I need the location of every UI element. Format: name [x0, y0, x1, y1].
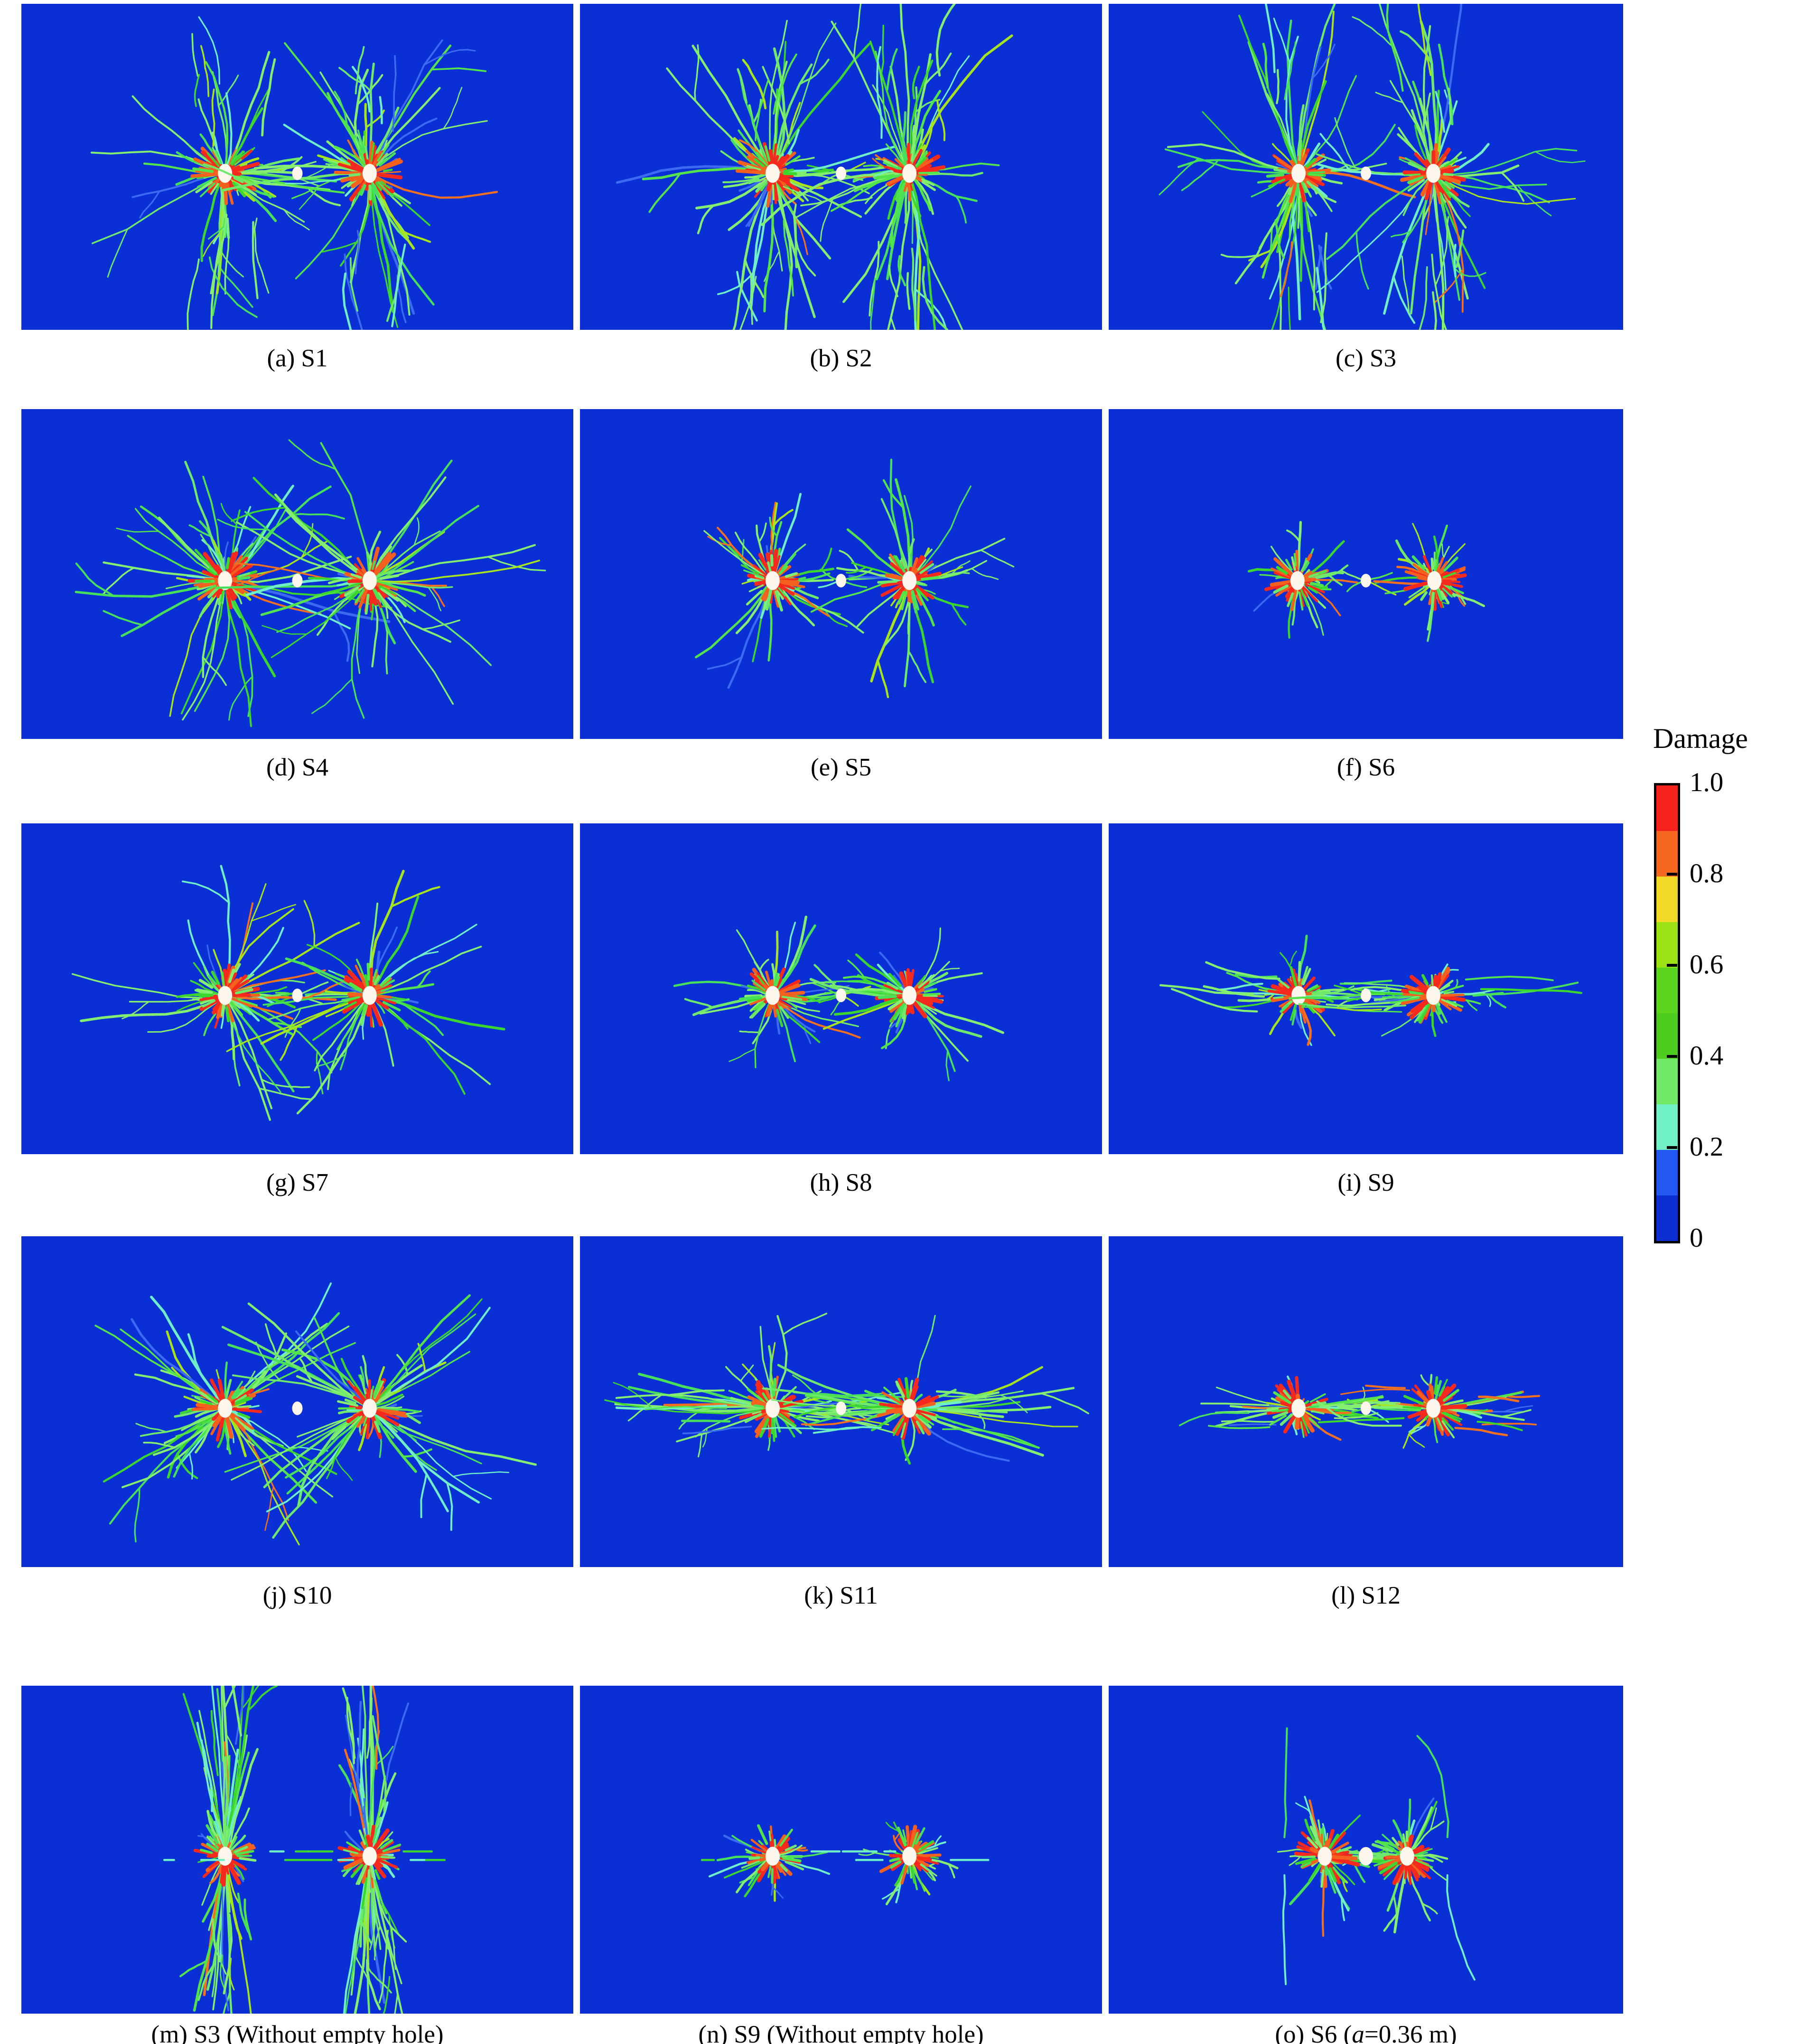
- colorbar-tick-mark: [1667, 1146, 1677, 1149]
- colorbar-tick-mark: [1667, 873, 1677, 876]
- colorbar-segment: [1656, 831, 1678, 877]
- damage-map: [21, 4, 573, 330]
- panel-caption: (e) S5: [580, 753, 1102, 782]
- colorbar-title: Damage: [1653, 723, 1748, 754]
- colorbar-tick-label: 1.0: [1690, 767, 1724, 798]
- panel-caption: (f) S6: [1109, 753, 1623, 782]
- caption-text: (c) S3: [1335, 345, 1397, 372]
- caption-text: (h) S8: [810, 1169, 872, 1196]
- panel-caption: (c) S3: [1109, 344, 1623, 373]
- damage-panel-s2: (b) S2: [580, 4, 1102, 373]
- colorbar-segment: [1656, 1195, 1678, 1241]
- panel-caption: (g) S7: [21, 1168, 573, 1197]
- caption-text: (j) S10: [262, 1582, 332, 1609]
- caption-text: =0.36 m): [1364, 2021, 1457, 2044]
- damage-panel-s9-no-empty-hole: (n) S9 (Without empty hole): [580, 1686, 1102, 2044]
- colorbar-segment: [1656, 1013, 1678, 1059]
- damage-panel-s5: (e) S5: [580, 409, 1102, 782]
- colorbar-tick-label: 0.8: [1690, 859, 1724, 889]
- colorbar-tick-label: 0.4: [1690, 1041, 1724, 1071]
- panel-caption: (i) S9: [1109, 1168, 1623, 1197]
- colorbar-segment: [1656, 1059, 1678, 1104]
- caption-text: (e) S5: [810, 754, 872, 781]
- colorbar: [1654, 783, 1680, 1243]
- panel-caption: (k) S11: [580, 1581, 1102, 1610]
- colorbar-tick-label: 0: [1690, 1223, 1703, 1253]
- damage-map: [580, 1236, 1102, 1567]
- panel-caption: (n) S9 (Without empty hole): [580, 2020, 1102, 2044]
- damage-map: [1109, 1686, 1623, 2014]
- damage-panel-s11: (k) S11: [580, 1236, 1102, 1610]
- panel-caption: (m) S3 (Without empty hole): [21, 2020, 573, 2044]
- damage-panel-s8: (h) S8: [580, 823, 1102, 1197]
- caption-text: (d) S4: [266, 754, 329, 781]
- colorbar-segment: [1656, 968, 1678, 1013]
- panel-caption: (b) S2: [580, 344, 1102, 373]
- damage-map: [21, 823, 573, 1154]
- panel-caption: (h) S8: [580, 1168, 1102, 1197]
- damage-panel-s10: (j) S10: [21, 1236, 573, 1610]
- damage-map: [21, 1686, 573, 2014]
- caption-text: (l) S12: [1331, 1582, 1401, 1609]
- caption-variable: a: [1352, 2021, 1364, 2044]
- caption-text: (n) S9 (Without empty hole): [698, 2021, 984, 2044]
- damage-map: [21, 1236, 573, 1567]
- colorbar-tick-mark: [1667, 1055, 1677, 1058]
- damage-panel-s3: (c) S3: [1109, 4, 1623, 373]
- panel-caption: (d) S4: [21, 753, 573, 782]
- damage-map: [1109, 823, 1623, 1154]
- damage-map: [1109, 4, 1623, 330]
- caption-text: (m) S3 (Without empty hole): [151, 2021, 444, 2044]
- damage-map: [580, 409, 1102, 739]
- damage-map: [1109, 409, 1623, 739]
- damage-panel-s12: (l) S12: [1109, 1236, 1623, 1610]
- caption-text: (o) S6 (: [1275, 2021, 1352, 2044]
- damage-panel-s4: (d) S4: [21, 409, 573, 782]
- damage-map: [580, 823, 1102, 1154]
- colorbar-segment: [1656, 1150, 1678, 1195]
- panel-caption: (l) S12: [1109, 1581, 1623, 1610]
- caption-text: (f) S6: [1336, 754, 1395, 781]
- damage-map: [21, 409, 573, 739]
- panel-caption: (j) S10: [21, 1581, 573, 1610]
- caption-text: (b) S2: [810, 345, 872, 372]
- damage-panel-s6: (f) S6: [1109, 409, 1623, 782]
- caption-text: (g) S7: [266, 1169, 329, 1196]
- damage-panel-s1: (a) S1: [21, 4, 573, 373]
- colorbar-segment: [1656, 1104, 1678, 1150]
- colorbar-segment: [1656, 922, 1678, 968]
- damage-map: [580, 1686, 1102, 2014]
- panel-caption: (a) S1: [21, 344, 573, 373]
- caption-text: (a) S1: [267, 345, 328, 372]
- damage-map: [580, 4, 1102, 330]
- damage-panel-s7: (g) S7: [21, 823, 573, 1197]
- colorbar-tick-mark: [1667, 964, 1677, 967]
- damage-panel-s3-no-empty-hole: (m) S3 (Without empty hole): [21, 1686, 573, 2044]
- caption-text: (i) S9: [1337, 1169, 1394, 1196]
- colorbar-segment: [1656, 877, 1678, 922]
- colorbar-tick-label: 0.2: [1690, 1132, 1724, 1162]
- colorbar-segment: [1656, 785, 1678, 831]
- damage-panel-s9: (i) S9: [1109, 823, 1623, 1197]
- damage-map: [1109, 1236, 1623, 1567]
- damage-panel-s6-a-0.36m: (o) S6 (a=0.36 m): [1109, 1686, 1623, 2044]
- colorbar-tick-label: 0.6: [1690, 950, 1724, 980]
- panel-caption: (o) S6 (a=0.36 m): [1109, 2020, 1623, 2044]
- caption-text: (k) S11: [804, 1582, 878, 1609]
